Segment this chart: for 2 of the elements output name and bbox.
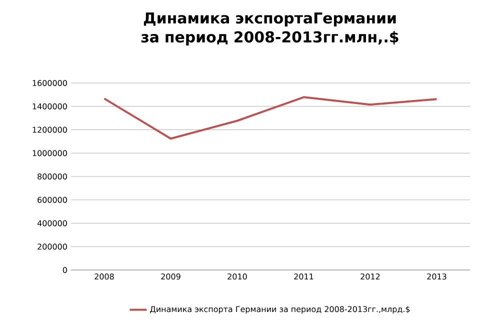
line-series	[103, 96, 438, 140]
chart-title: Динамика экспортаГермании за период 2008-2013гг.млн,.$	[141, 12, 398, 46]
